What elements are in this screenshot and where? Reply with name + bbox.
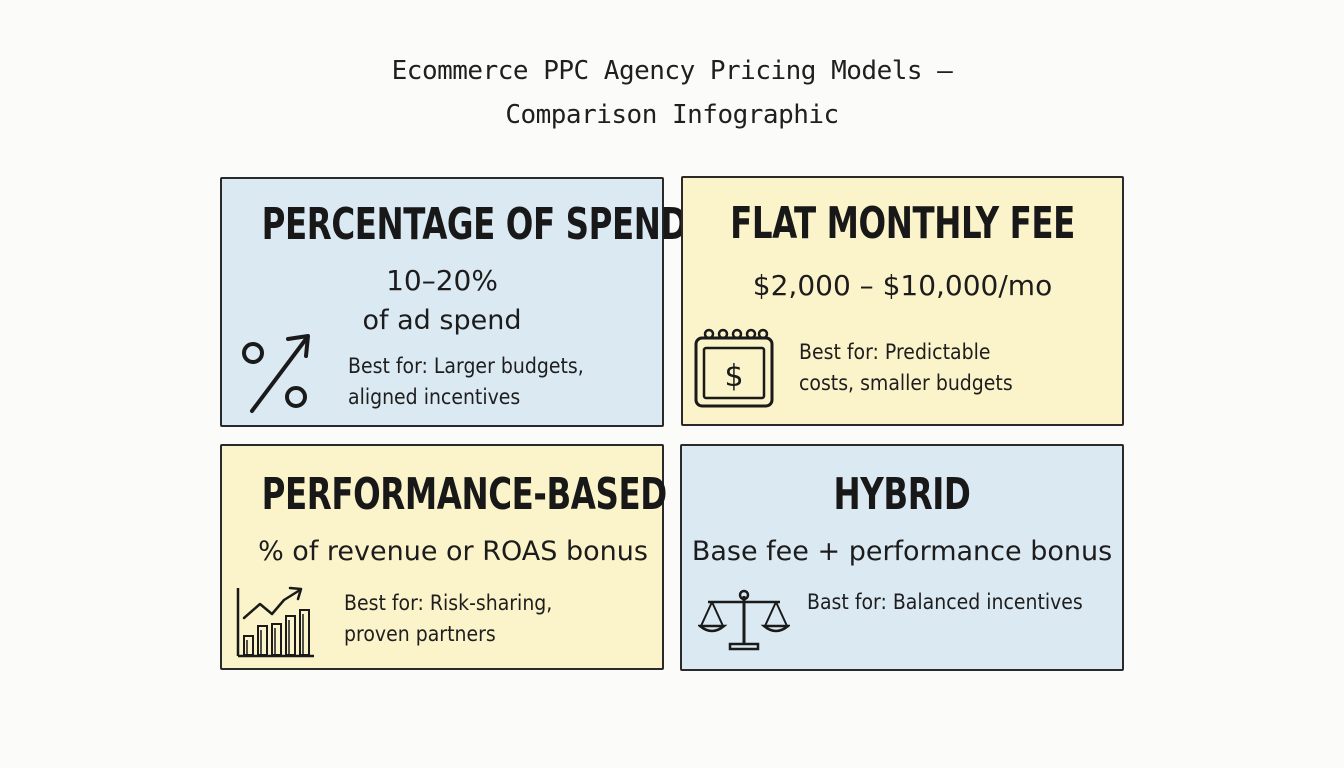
card-value: 10–20% bbox=[386, 264, 498, 297]
card-value: Base fee + performance bonus bbox=[691, 536, 1113, 567]
percent-arrow-up-icon bbox=[240, 331, 314, 415]
card-percentage-of-spend: PERCENTAGE OF SPEND 10–20% of ad spend B… bbox=[220, 177, 688, 427]
best-for-text: Best for: Predictable bbox=[799, 340, 991, 364]
best-for-text: Best for: Larger budgets, bbox=[348, 354, 584, 378]
card-heading: HYBRID bbox=[833, 469, 971, 520]
card-value: % of revenue or ROAS bonus bbox=[258, 536, 648, 567]
card-hybrid: HYBRID Base fee + performance bonus Bast… bbox=[680, 444, 1124, 671]
card-heading: FLAT MONTHLY FEE bbox=[730, 198, 1075, 249]
best-for-text: Best for: Risk-sharing, bbox=[344, 591, 553, 615]
page-title: Ecommerce PPC Agency Pricing Models – bbox=[391, 56, 953, 86]
card-performance-based: PERFORMANCE-BASED % of revenue or ROAS b… bbox=[220, 444, 668, 670]
svg-text:$: $ bbox=[724, 359, 743, 394]
card-heading: PERFORMANCE-BASED bbox=[261, 469, 668, 520]
best-for-text-continued: proven partners bbox=[344, 622, 496, 646]
card-value-note: of ad spend bbox=[362, 305, 522, 336]
page-subtitle: Comparison Infographic bbox=[505, 100, 839, 130]
card-heading: PERCENTAGE OF SPEND bbox=[261, 199, 688, 250]
balance-scale-icon bbox=[698, 588, 790, 654]
bar-chart-growth-icon bbox=[234, 584, 318, 662]
card-flat-monthly-fee: FLAT MONTHLY FEE $2,000 – $10,000/mo $ B… bbox=[681, 176, 1124, 426]
card-value: $2,000 – $10,000/mo bbox=[752, 269, 1053, 302]
best-for-text: Bast for: Balanced incentives bbox=[807, 590, 1083, 614]
calendar-dollar-icon: $ bbox=[693, 326, 777, 410]
best-for-text-continued: aligned incentives bbox=[348, 385, 521, 409]
best-for-text-continued: costs, smaller budgets bbox=[799, 371, 1013, 395]
